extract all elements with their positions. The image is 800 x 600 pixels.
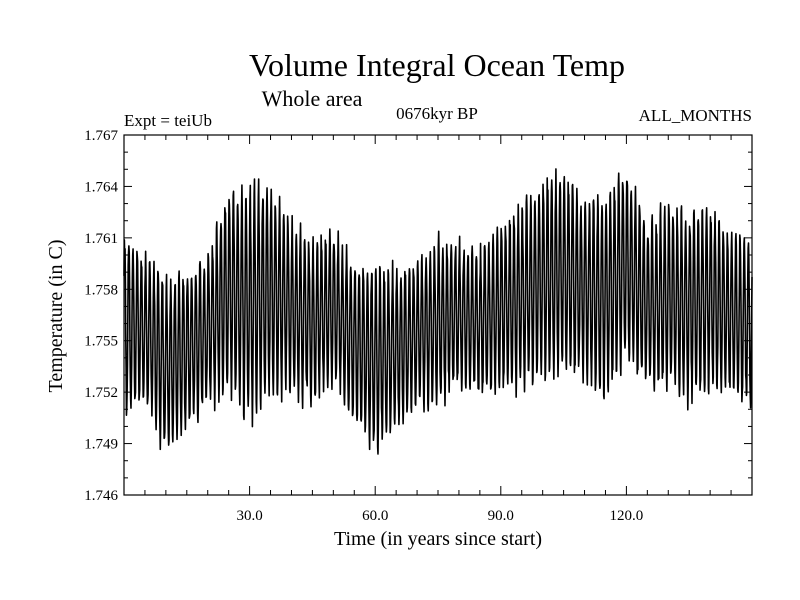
- period-label: 0676kyr BP: [396, 104, 478, 123]
- x-tick-label: 120.0: [610, 508, 644, 524]
- y-tick-label: 1.749: [84, 437, 118, 453]
- y-tick-label: 1.755: [84, 334, 118, 350]
- y-tick-label: 1.767: [84, 128, 118, 144]
- y-tick-label: 1.764: [84, 179, 118, 195]
- x-tick-label: 90.0: [488, 508, 514, 524]
- y-axis-label: Temperature (in C): [45, 240, 67, 393]
- x-axis: 30.0 60.0 90.0 120.0: [144, 135, 732, 524]
- chart-title: Volume Integral Ocean Temp: [249, 47, 625, 83]
- experiment-label: Expt = teiUb: [124, 111, 212, 130]
- y-tick-label: 1.758: [84, 282, 118, 298]
- temperature-series-line: [123, 168, 753, 455]
- chart-subtitle: Whole area: [262, 86, 363, 111]
- x-tick-label: 60.0: [362, 508, 388, 524]
- y-tick-label: 1.746: [84, 488, 118, 504]
- x-tick-label: 30.0: [236, 508, 262, 524]
- y-tick-label: 1.752: [84, 385, 118, 401]
- months-label: ALL_MONTHS: [639, 106, 752, 125]
- y-tick-label: 1.761: [84, 231, 118, 247]
- x-axis-label: Time (in years since start): [334, 528, 542, 550]
